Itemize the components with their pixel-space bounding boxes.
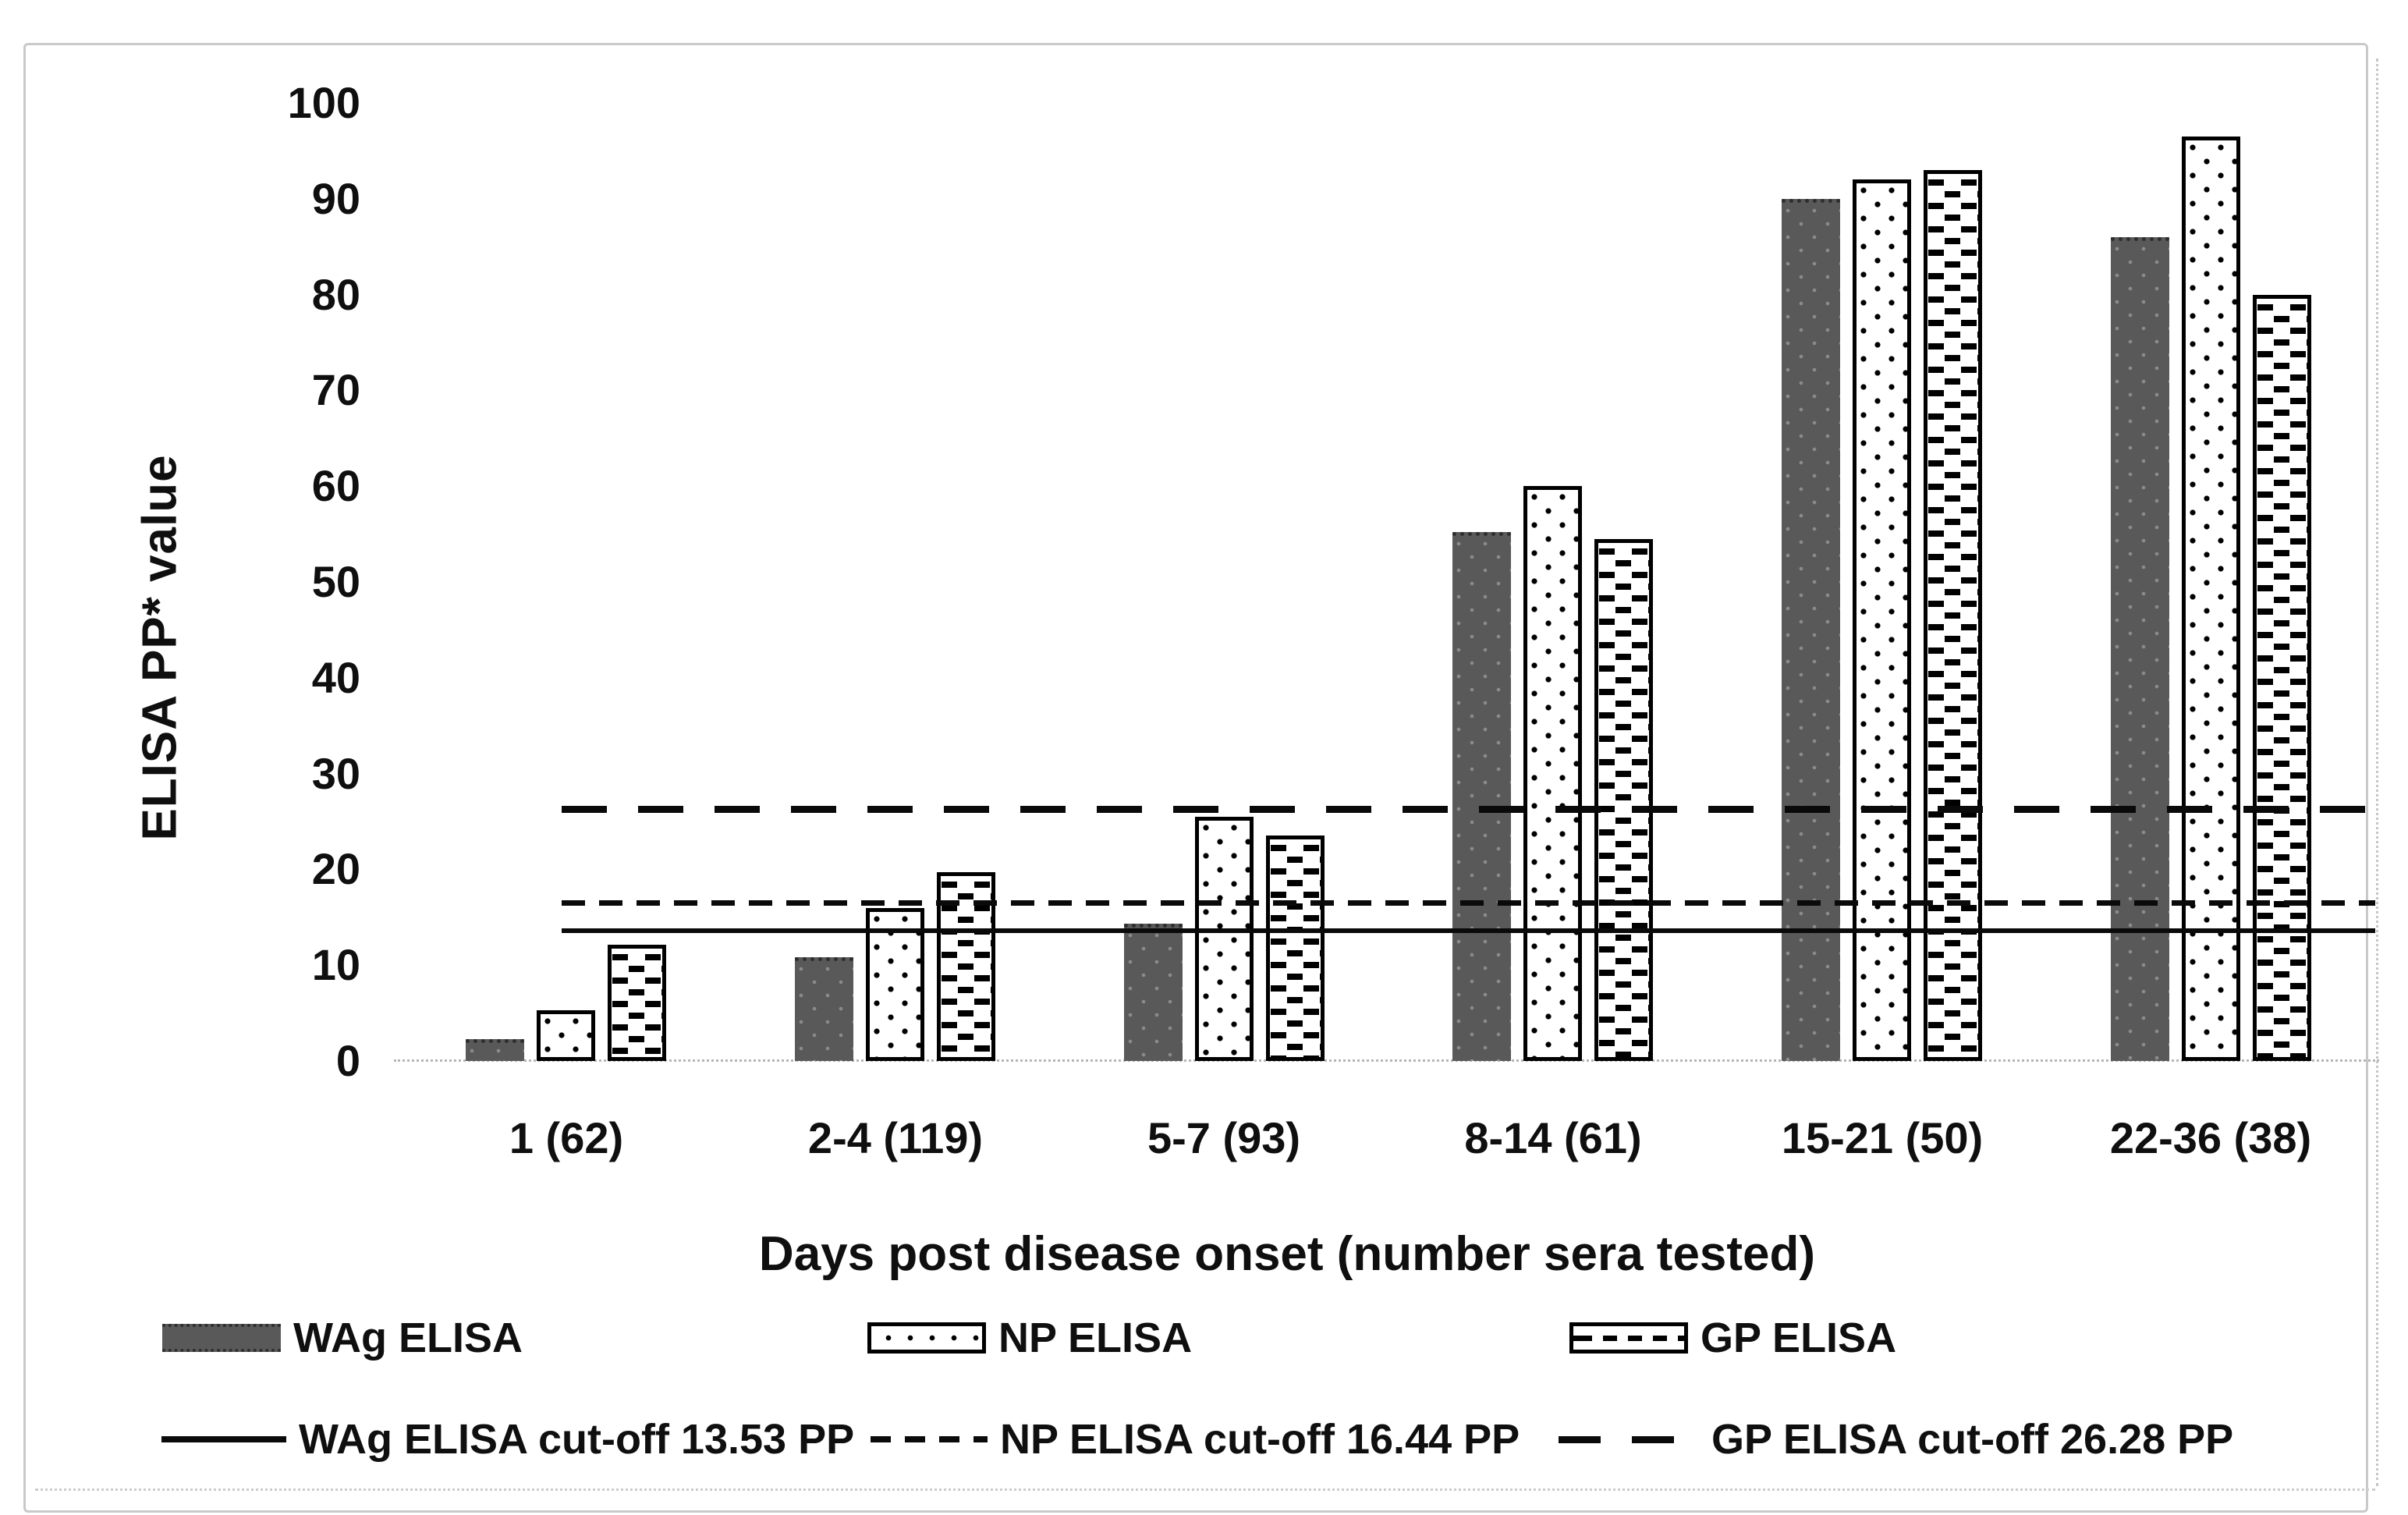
bar-gp-group4 (1594, 539, 1653, 1061)
gp-cutoff-line-swatch (1559, 1435, 1699, 1443)
figure-border (23, 43, 2368, 1513)
np-cutoff-line-swatch (871, 1436, 988, 1442)
bar-np-group4 (1523, 486, 1582, 1061)
bar-wag-group1 (466, 1039, 524, 1061)
bar-gp-group6 (2253, 295, 2311, 1061)
bar-gp-group5 (1924, 170, 1982, 1061)
bar-np-group1 (537, 1010, 595, 1061)
legend-item-cutoff-np: NP ELISA cut-off 16.44 PP (871, 1408, 1520, 1471)
x-axis-title: Days post disease onset (number sera tes… (758, 1227, 1816, 1281)
legend-label-cutoff-wag: WAg ELISA cut-off 13.53 PP (299, 1416, 855, 1463)
figure-bottom-border (35, 1488, 2375, 1491)
bar-np-group2 (866, 908, 924, 1061)
cutoff-line-fine (562, 900, 2375, 906)
legend-item-wag: WAg ELISA (162, 1307, 523, 1369)
bar-wag-group3 (1124, 924, 1183, 1061)
x-category-2: 2-4 (119) (807, 1113, 984, 1162)
bar-gp-group3 (1266, 836, 1325, 1061)
gp-swatch (1569, 1322, 1688, 1354)
legend-item-cutoff-wag: WAg ELISA cut-off 13.53 PP (161, 1408, 854, 1471)
x-category-1: 1 (62) (509, 1113, 624, 1162)
y-tick-50: 50 (311, 557, 360, 606)
y-tick-100: 100 (287, 78, 360, 127)
wag-cutoff-line-swatch (161, 1436, 286, 1442)
legend-label-gp: GP ELISA (1700, 1315, 1897, 1361)
bar-gp-group1 (608, 945, 666, 1061)
legend-item-np: NP ELISA (867, 1307, 1192, 1369)
bar-np-group3 (1195, 817, 1254, 1061)
y-tick-40: 40 (311, 652, 360, 702)
y-tick-20: 20 (311, 844, 360, 894)
bar-wag-group4 (1452, 532, 1511, 1061)
x-category-3: 5-7 (93) (1147, 1113, 1301, 1162)
legend-item-cutoff-gp: GP ELISA cut-off 26.28 PP (1559, 1408, 2233, 1471)
x-axis-baseline (394, 1059, 2379, 1062)
x-category-6: 22-36 (38) (2109, 1113, 2312, 1162)
y-tick-80: 80 (311, 269, 360, 319)
y-tick-30: 30 (311, 748, 360, 798)
bar-np-group5 (1853, 179, 1911, 1061)
y-tick-0: 0 (335, 1036, 360, 1085)
y-tick-70: 70 (311, 365, 360, 415)
legend-item-gp: GP ELISA (1569, 1307, 1896, 1369)
bar-wag-group5 (1782, 199, 1840, 1061)
np-swatch (867, 1322, 986, 1354)
legend-label-cutoff-np: NP ELISA cut-off 16.44 PP (1000, 1416, 1520, 1463)
plot-right-border (2376, 59, 2378, 1486)
legend-label-wag: WAg ELISA (293, 1315, 523, 1361)
cutoff-line-solid (562, 928, 2375, 933)
x-category-5: 15-21 (50) (1781, 1113, 1984, 1162)
wag-swatch (162, 1324, 281, 1352)
bar-gp-group2 (937, 872, 995, 1061)
cutoff-line-coarse (562, 806, 2375, 813)
y-tick-10: 10 (311, 940, 360, 990)
legend-label-cutoff-gp: GP ELISA cut-off 26.28 PP (1711, 1416, 2234, 1463)
bar-np-group6 (2182, 137, 2240, 1061)
y-tick-60: 60 (311, 461, 360, 511)
x-category-4: 8-14 (61) (1464, 1113, 1642, 1162)
y-tick-90: 90 (311, 173, 360, 223)
y-axis-title: ELISA PP* value (133, 454, 187, 841)
bar-wag-group2 (795, 957, 853, 1061)
bar-wag-group6 (2111, 237, 2169, 1061)
legend-label-np: NP ELISA (998, 1315, 1193, 1361)
